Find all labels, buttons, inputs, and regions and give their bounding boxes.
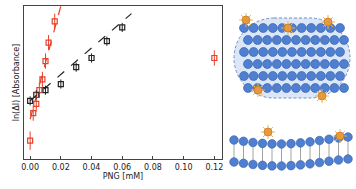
svg-text:0.10: 0.10: [175, 163, 193, 172]
svg-text:0.06: 0.06: [113, 163, 131, 172]
svg-text:0.08: 0.08: [144, 163, 162, 172]
svg-text:0.04: 0.04: [83, 163, 101, 172]
svg-text:0.12: 0.12: [205, 163, 223, 172]
svg-text:ln(ΔI) [Absorbance]: ln(ΔI) [Absorbance]: [12, 44, 21, 121]
svg-text:PNG [mM]: PNG [mM]: [103, 172, 144, 181]
svg-text:0.02: 0.02: [52, 163, 70, 172]
svg-text:0.00: 0.00: [21, 163, 39, 172]
